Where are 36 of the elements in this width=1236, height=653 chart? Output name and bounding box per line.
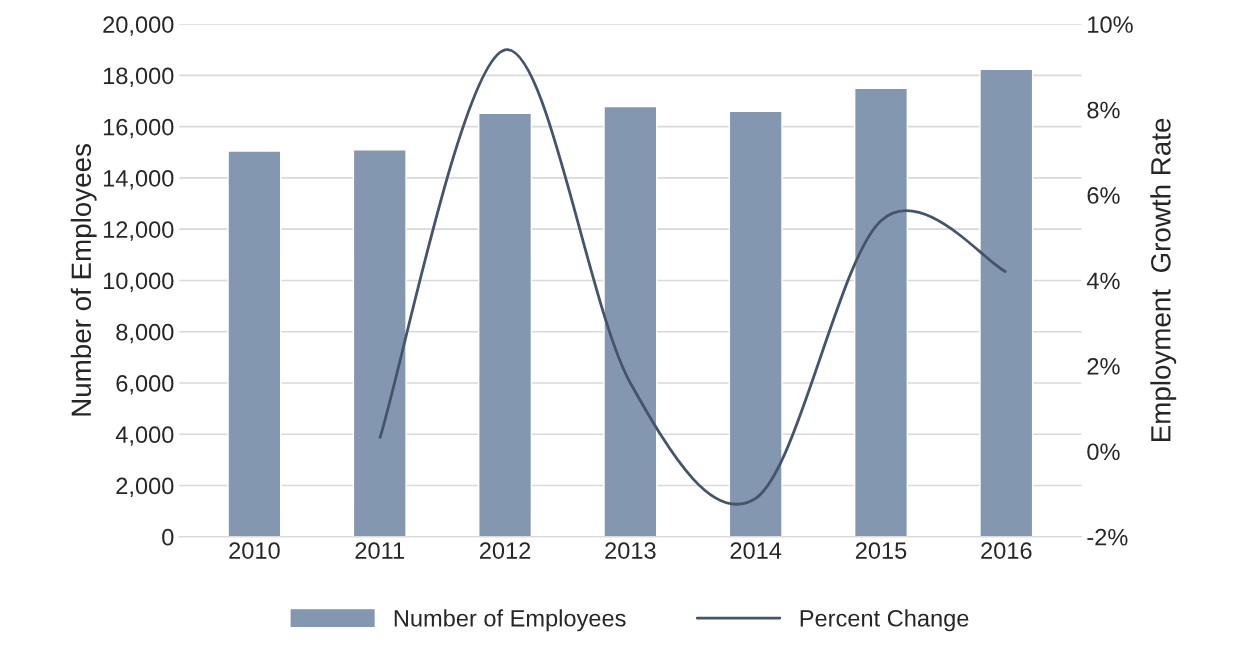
y2-tick-label: 8% xyxy=(1087,101,1120,119)
bar xyxy=(352,149,407,537)
y2-tick-label: 4% xyxy=(1086,272,1120,290)
bar xyxy=(227,150,282,537)
y-tick-label: 16,000 xyxy=(103,118,174,139)
y-tick-label: 12,000 xyxy=(103,221,174,241)
x-tick-label: 2010 xyxy=(229,542,280,559)
y-tick-label: 8,000 xyxy=(116,323,174,344)
y-tick-label: 2,000 xyxy=(116,477,174,498)
x-tick-label: 2012 xyxy=(479,542,531,559)
x-tick-label: 2013 xyxy=(605,542,656,559)
y2-tick-label: 2% xyxy=(1087,357,1120,375)
bar xyxy=(478,112,533,537)
y-axis-title: Number of Employees xyxy=(70,144,97,416)
y2-tick-label: 0% xyxy=(1087,443,1120,461)
y-tick-label: 4,000 xyxy=(115,426,174,446)
legend-label: Percent Change xyxy=(800,609,969,632)
bar xyxy=(979,68,1034,537)
y-tick-label: 18,000 xyxy=(103,67,174,87)
bar xyxy=(728,110,783,537)
y-tick-label: 0 xyxy=(162,528,174,546)
y2-tick-label: 10% xyxy=(1088,16,1133,33)
y2-tick-label: -2% xyxy=(1087,528,1128,546)
y2-tick-label: 6% xyxy=(1087,187,1120,204)
x-tick-label: 2014 xyxy=(730,542,782,559)
y-tick-label: 20,000 xyxy=(103,16,174,36)
y2-axis-title: Employment Growth Rate xyxy=(1150,118,1177,442)
x-tick-label: 2015 xyxy=(855,542,907,559)
legend-label: Number of Employees xyxy=(394,609,626,632)
y-tick-label: 14,000 xyxy=(103,170,174,190)
x-tick-label: 2011 xyxy=(355,542,404,559)
bar xyxy=(603,105,658,537)
bar xyxy=(853,87,909,537)
y-tick-label: 6,000 xyxy=(116,375,174,395)
y-tick-label: 10,000 xyxy=(103,272,174,293)
x-tick-label: 2016 xyxy=(981,542,1032,559)
